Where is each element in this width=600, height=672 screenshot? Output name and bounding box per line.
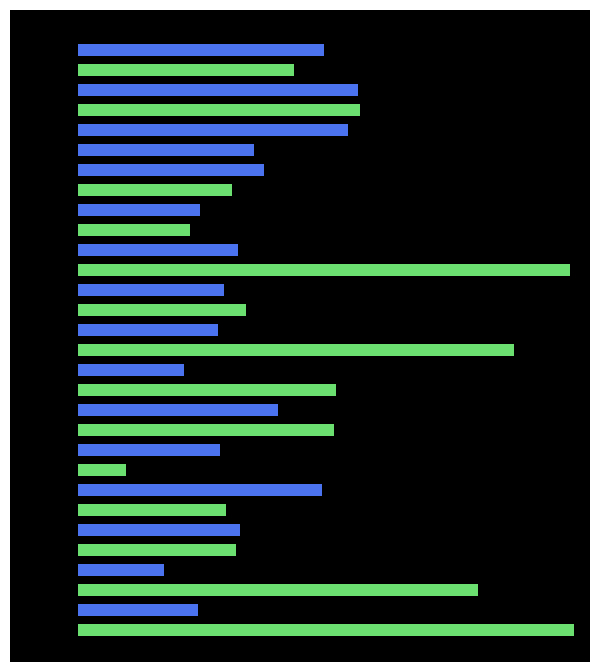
bar-7	[78, 184, 232, 196]
bar-5	[78, 144, 254, 156]
bar-1	[78, 64, 294, 76]
bar-24	[78, 524, 240, 536]
bar-15	[78, 344, 514, 356]
bar-13	[78, 304, 246, 316]
bar-18	[78, 404, 278, 416]
bar-26	[78, 564, 164, 576]
bar-9	[78, 224, 190, 236]
bar-0	[78, 44, 324, 56]
bar-11	[78, 264, 570, 276]
chart-frame	[0, 0, 600, 672]
bar-12	[78, 284, 224, 296]
bar-19	[78, 424, 334, 436]
bar-17	[78, 384, 336, 396]
bar-6	[78, 164, 264, 176]
chart-plot-area	[10, 10, 590, 662]
bar-23	[78, 504, 226, 516]
bar-2	[78, 84, 358, 96]
bar-10	[78, 244, 238, 256]
bar-8	[78, 204, 200, 216]
bar-28	[78, 604, 198, 616]
bar-14	[78, 324, 218, 336]
bar-21	[78, 464, 126, 476]
bar-22	[78, 484, 322, 496]
bar-27	[78, 584, 478, 596]
bar-16	[78, 364, 184, 376]
bar-20	[78, 444, 220, 456]
bar-25	[78, 544, 236, 556]
bar-3	[78, 104, 360, 116]
bar-29	[78, 624, 574, 636]
bar-4	[78, 124, 348, 136]
